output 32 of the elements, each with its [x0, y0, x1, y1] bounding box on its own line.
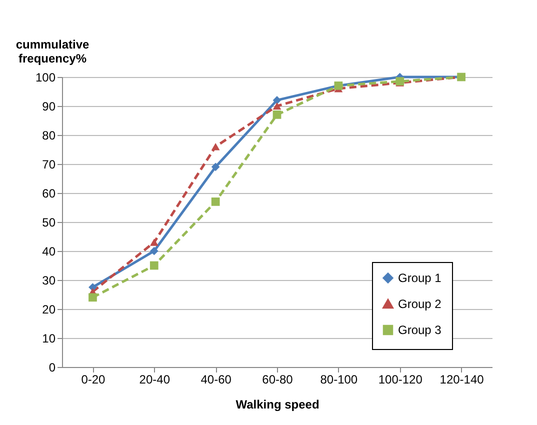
y-tick-label: 40 — [42, 244, 56, 258]
legend-label: Group 3 — [398, 323, 442, 337]
y-tick-label: 60 — [42, 186, 56, 200]
point — [211, 198, 220, 206]
y-tick-label: 90 — [42, 100, 56, 114]
point — [211, 162, 220, 172]
point — [211, 142, 220, 150]
point — [88, 293, 97, 302]
y-tick-label: 70 — [42, 158, 56, 172]
x-axis-title: Walking speed — [236, 398, 320, 412]
point — [272, 102, 282, 110]
x-tick-label: 40-60 — [200, 372, 232, 386]
legend-label: Group 2 — [398, 297, 442, 311]
y-tick-label: 0 — [48, 360, 56, 374]
x-tick-label: 100-120 — [378, 372, 423, 386]
point — [150, 261, 158, 270]
y-tick-label: 50 — [42, 216, 56, 230]
x-tick-label: 120-140 — [440, 372, 484, 386]
point — [150, 238, 158, 246]
x-tick-label: 0-20 — [81, 372, 106, 386]
point — [150, 246, 158, 256]
x-tick-label: 80-100 — [320, 372, 358, 386]
x-tick-label: 60-80 — [262, 372, 294, 386]
y-tick-label: 100 — [35, 70, 56, 84]
y-tick-label: 80 — [42, 128, 56, 142]
y-axis-title: cummulative frequency% — [16, 38, 90, 66]
legend-label: Group 1 — [398, 271, 442, 285]
x-tick-label: 20-40 — [139, 372, 170, 386]
y-tick-label: 10 — [42, 332, 56, 346]
point — [272, 110, 282, 119]
y-tick-label: 20 — [42, 302, 56, 316]
y-tick-label: 30 — [42, 274, 56, 288]
